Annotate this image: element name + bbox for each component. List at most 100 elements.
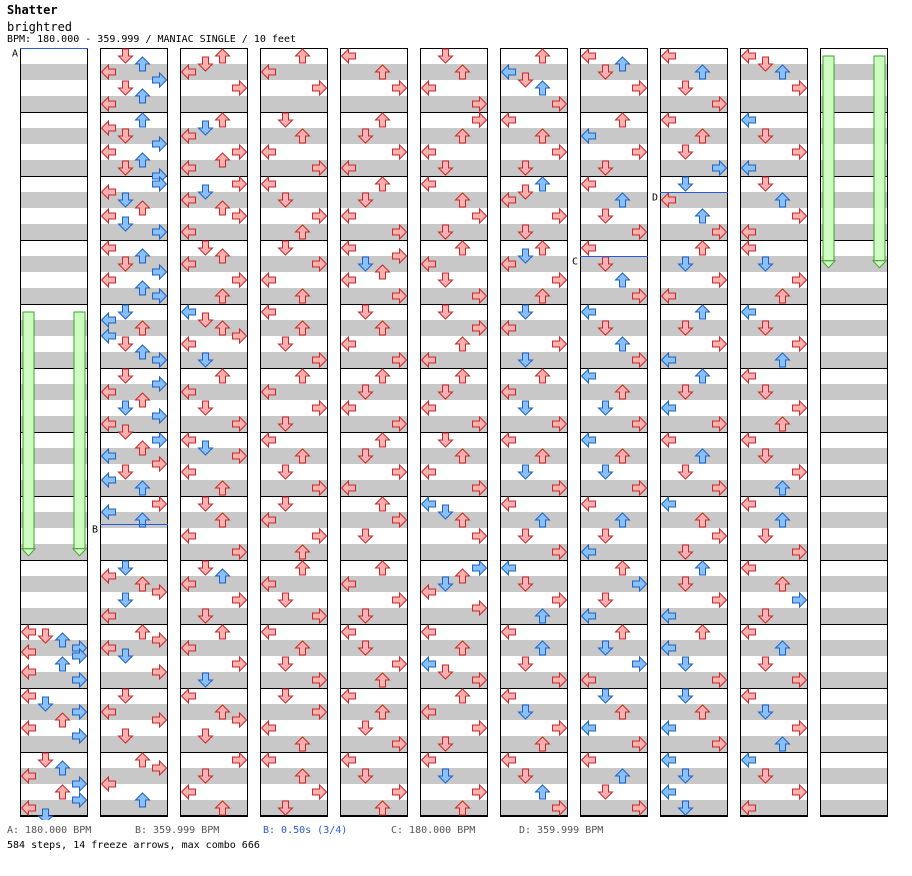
right-arrow: [472, 287, 488, 305]
beat-stripe: [580, 128, 648, 144]
right-arrow: [72, 727, 88, 745]
down-arrow: [757, 256, 774, 272]
chart-column: [740, 48, 808, 817]
up-arrow: [614, 512, 631, 528]
right-arrow: [792, 719, 808, 737]
left-arrow: [20, 767, 36, 785]
right-arrow: [152, 759, 168, 777]
right-arrow: [392, 511, 408, 529]
beat-stripe: [500, 128, 568, 144]
beat-stripe: [420, 704, 488, 720]
beat-stripe: [580, 800, 648, 816]
down-arrow: [517, 304, 534, 320]
beat-stripe: [660, 672, 728, 688]
right-arrow: [632, 735, 648, 753]
down-arrow: [437, 272, 454, 288]
beat-stripe: [740, 640, 808, 656]
left-arrow: [340, 575, 356, 593]
beat-stripe: [820, 608, 888, 624]
up-arrow: [454, 800, 471, 816]
beat-stripe: [180, 384, 248, 400]
left-arrow: [660, 751, 676, 769]
down-arrow: [597, 784, 614, 800]
down-arrow: [197, 496, 214, 512]
left-arrow: [180, 575, 196, 593]
beat-stripe: [580, 544, 648, 560]
left-arrow: [20, 799, 36, 817]
beat-stripe: [580, 704, 648, 720]
freeze-arrow: [871, 55, 888, 269]
up-arrow: [534, 128, 551, 144]
down-arrow: [197, 768, 214, 784]
beat-stripe: [340, 320, 408, 336]
down-arrow: [597, 160, 614, 176]
down-arrow: [197, 312, 214, 328]
beat-stripe: [740, 96, 808, 112]
right-arrow: [712, 223, 728, 241]
down-arrow: [357, 304, 374, 320]
down-arrow: [357, 384, 374, 400]
up-arrow: [214, 480, 231, 496]
beat-stripe: [420, 800, 488, 816]
right-arrow: [152, 223, 168, 241]
right-arrow: [152, 495, 168, 513]
right-arrow: [632, 143, 648, 161]
right-arrow: [232, 271, 248, 289]
up-arrow: [214, 200, 231, 216]
beat-stripe: [180, 480, 248, 496]
beat-stripe: [260, 256, 328, 272]
left-arrow: [420, 495, 436, 513]
up-arrow: [374, 704, 391, 720]
beat-stripe: [500, 416, 568, 432]
left-arrow: [260, 511, 276, 529]
right-arrow: [552, 95, 568, 113]
column-border: [420, 48, 488, 816]
beat-stripe: [660, 448, 728, 464]
beat-stripe: [500, 512, 568, 528]
down-arrow: [117, 80, 134, 96]
up-arrow: [614, 768, 631, 784]
right-arrow: [232, 543, 248, 561]
up-arrow: [294, 448, 311, 464]
down-arrow: [757, 320, 774, 336]
beat-stripe: [740, 256, 808, 272]
left-arrow: [180, 639, 196, 657]
beat-stripe: [820, 288, 888, 304]
up-arrow: [294, 544, 311, 560]
beat-stripe: [580, 96, 648, 112]
freeze-body: [822, 55, 835, 262]
left-arrow: [740, 799, 756, 817]
beat-stripe: [20, 608, 88, 624]
up-arrow: [534, 288, 551, 304]
up-arrow: [534, 736, 551, 752]
beat-stripe: [420, 480, 488, 496]
beat-stripe: [340, 256, 408, 272]
up-arrow: [134, 112, 151, 128]
beat-stripe: [180, 352, 248, 368]
right-arrow: [552, 543, 568, 561]
chart-column: [260, 48, 328, 817]
left-arrow: [420, 351, 436, 369]
beat-stripe: [180, 800, 248, 816]
left-arrow: [740, 47, 756, 65]
right-arrow: [312, 607, 328, 625]
up-arrow: [294, 320, 311, 336]
left-arrow: [340, 751, 356, 769]
beat-stripe: [580, 608, 648, 624]
up-arrow: [534, 608, 551, 624]
down-arrow: [597, 640, 614, 656]
left-arrow: [340, 159, 356, 177]
right-arrow: [472, 95, 488, 113]
left-arrow: [100, 567, 116, 585]
left-arrow: [660, 351, 676, 369]
up-arrow: [694, 560, 711, 576]
down-arrow: [597, 400, 614, 416]
beat-stripe: [420, 736, 488, 752]
beat-stripe: [660, 736, 728, 752]
beat-stripe: [340, 192, 408, 208]
left-arrow: [260, 719, 276, 737]
right-arrow: [792, 399, 808, 417]
beat-stripe: [740, 704, 808, 720]
left-arrow: [740, 111, 756, 129]
beat-stripe: [260, 416, 328, 432]
